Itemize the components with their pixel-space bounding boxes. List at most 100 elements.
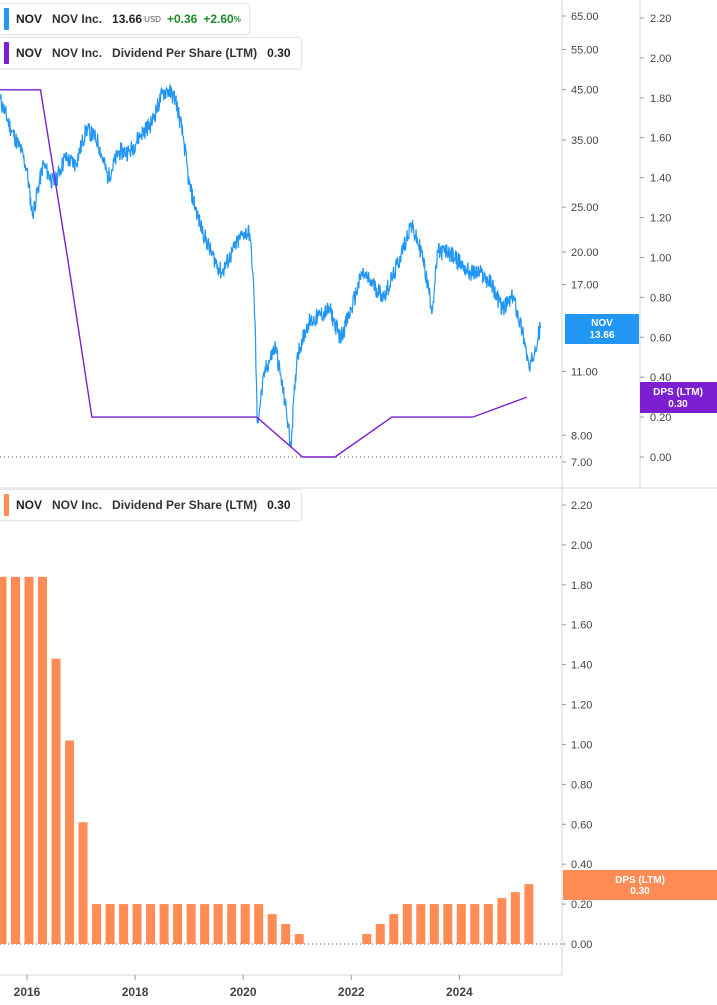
bar-axis-tick-label: 1.60 xyxy=(571,620,592,632)
dps-bottom-badge-value: 0.30 xyxy=(630,886,650,897)
dividend-tick-label: 1.40 xyxy=(650,173,671,185)
dps-bar xyxy=(510,892,520,944)
bar-axis-tick-label: 2.20 xyxy=(571,500,592,512)
dps-bar xyxy=(375,924,385,944)
dps-legend-top-company: NOV Inc. xyxy=(52,46,103,60)
price-tick-label: 11.00 xyxy=(571,367,598,379)
dividend-tick-label: 0.00 xyxy=(650,452,671,464)
dps-line xyxy=(0,89,528,458)
dps-legend-bottom-company: NOV Inc. xyxy=(52,498,103,512)
axis-lines xyxy=(0,0,717,976)
dps-legend-top-metric: Dividend Per Share (LTM) xyxy=(112,46,258,60)
price-legend-swatch xyxy=(4,8,9,30)
dps-bar xyxy=(470,904,480,944)
dps-top-badge: DPS (LTM) 0.30 xyxy=(640,382,717,413)
dps-bar xyxy=(443,904,453,944)
dps-bar xyxy=(105,904,115,944)
bar-axis-tick-label: 0.80 xyxy=(571,779,592,791)
dps-bar xyxy=(524,884,534,944)
price-legend-change-pct: +2.60 xyxy=(203,12,234,26)
dps-bar xyxy=(497,898,507,944)
dps-bar xyxy=(159,904,169,944)
dps-bar xyxy=(281,924,291,944)
dps-legend-bottom-metric: Dividend Per Share (LTM) xyxy=(112,498,258,512)
price-tick-label: 65.00 xyxy=(571,11,599,23)
price-legend-ticker: NOV xyxy=(16,12,43,26)
series-lines xyxy=(0,84,541,458)
dps-bar xyxy=(24,576,34,944)
price-badge-bg xyxy=(565,314,639,344)
axis-badges: NOV 13.66 DPS (LTM) 0.30 DPS (LTM) 0.30 xyxy=(563,314,717,900)
price-tick-label: 55.00 xyxy=(571,44,599,56)
dps-legend-top[interactable]: NOV NOV Inc. Dividend Per Share (LTM) 0.… xyxy=(0,37,302,69)
price-tick-label: 25.00 xyxy=(571,202,599,214)
price-badge: NOV 13.66 xyxy=(565,314,639,344)
dps-bar xyxy=(146,904,156,944)
year-tick-label: 2022 xyxy=(338,985,365,999)
dps-bar xyxy=(51,658,61,944)
dividend-tick-label: 2.00 xyxy=(650,53,671,65)
dps-top-badge-bg xyxy=(640,382,717,413)
price-tick-label: 7.00 xyxy=(571,457,592,469)
dps-legend-bottom-value: 0.30 xyxy=(267,498,291,512)
dps-bar xyxy=(213,904,223,944)
dividend-tick-label: 0.60 xyxy=(650,332,671,344)
dps-bottom-badge: DPS (LTM) 0.30 xyxy=(563,870,717,900)
time-axis: 2016 2018 2020 2022 2024 xyxy=(14,975,473,999)
dps-bar xyxy=(92,904,102,944)
dps-bar xyxy=(416,904,426,944)
bar-axis-tick-label: 0.60 xyxy=(571,819,592,831)
price-badge-ticker: NOV xyxy=(591,318,613,329)
bar-axis-tick-label: 1.40 xyxy=(571,660,592,672)
dps-bar xyxy=(119,904,129,944)
dps-bar xyxy=(389,914,399,944)
dps-legend-top-swatch xyxy=(4,42,9,64)
price-badge-value: 13.66 xyxy=(589,330,614,341)
dps-bar xyxy=(402,904,412,944)
price-line xyxy=(0,84,541,448)
dps-bar xyxy=(132,904,142,944)
bar-axis-tick-label: 0.40 xyxy=(571,859,592,871)
dividend-tick-label: 1.20 xyxy=(650,213,671,225)
dividend-tick-label: 1.80 xyxy=(650,93,671,105)
bar-axis-tick-label: 2.00 xyxy=(571,540,592,552)
price-legend[interactable]: NOV NOV Inc. 13.66 USD +0.36 +2.60 % xyxy=(0,3,250,35)
dps-bar xyxy=(429,904,439,944)
price-tick-label: 45.00 xyxy=(571,85,599,97)
dps-bar xyxy=(0,576,7,944)
dps-bar xyxy=(200,904,210,944)
dps-bar xyxy=(38,576,48,944)
dps-bar xyxy=(227,904,237,944)
dps-bar xyxy=(240,904,250,944)
dps-legend-bottom-ticker: NOV xyxy=(16,498,43,512)
bar-axis-tick-label: 0.20 xyxy=(571,899,592,911)
dps-bottom-badge-bg xyxy=(563,870,717,900)
dps-bar xyxy=(294,934,304,944)
dividend-axis-bottom: 0.00 0.20 0.40 0.60 0.80 1.00 1.20 1.40 1.60 1.80… xyxy=(562,500,592,951)
dps-bar xyxy=(11,576,21,944)
dps-bar xyxy=(483,904,493,944)
dividend-tick-label: 0.80 xyxy=(650,292,671,304)
dps-bars xyxy=(0,576,534,944)
year-tick-label: 2024 xyxy=(446,985,473,999)
dps-legend-bottom[interactable]: NOV NOV Inc. Dividend Per Share (LTM) 0.… xyxy=(0,489,302,521)
dps-bar xyxy=(456,904,466,944)
dps-bottom-badge-label: DPS (LTM) xyxy=(615,875,665,886)
price-legend-change: +0.36 xyxy=(166,12,198,26)
dps-bar xyxy=(65,740,75,944)
dps-bar xyxy=(173,904,183,944)
price-legend-pct-sign: % xyxy=(233,14,241,24)
year-tick-label: 2018 xyxy=(122,985,149,999)
year-tick-label: 2020 xyxy=(230,985,257,999)
dps-top-badge-label: DPS (LTM) xyxy=(653,387,703,398)
price-legend-company: NOV Inc. xyxy=(52,12,103,26)
price-tick-label: 8.00 xyxy=(571,430,592,442)
bar-axis-tick-label: 1.80 xyxy=(571,580,592,592)
dps-bar xyxy=(254,904,264,944)
bar-axis-tick-label: 1.20 xyxy=(571,700,592,712)
price-axis: 7.00 8.00 11.00 17.00 20.00 25.00 35.00 45.00 55… xyxy=(562,11,599,469)
dps-bar xyxy=(186,904,196,944)
price-tick-label: 17.00 xyxy=(571,279,599,291)
dividend-tick-label: 0.40 xyxy=(650,372,671,384)
